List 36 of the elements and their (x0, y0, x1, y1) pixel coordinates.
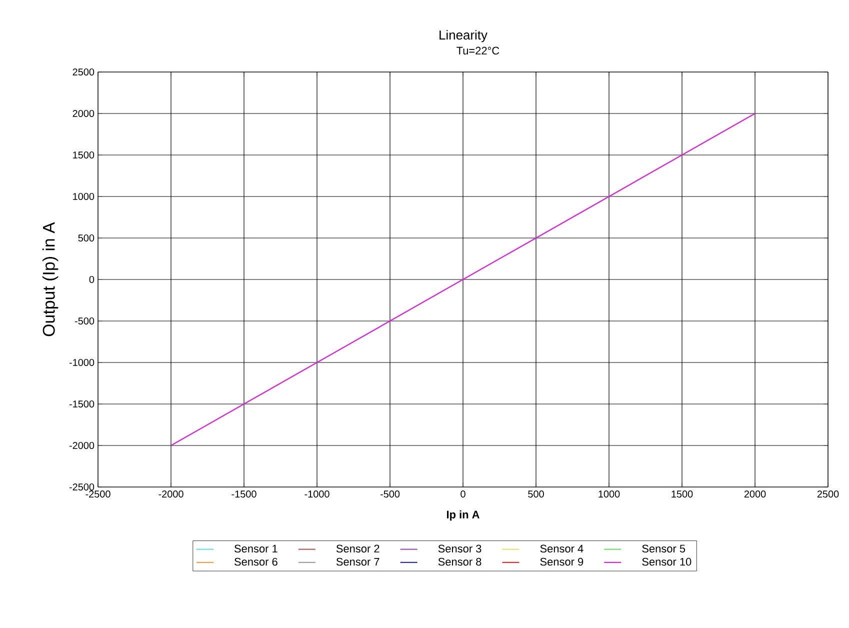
y-tick-label: -500 (74, 317, 94, 325)
chart-subtitle: Tu=22°C (456, 46, 500, 55)
y-tick-label: -2500 (69, 483, 94, 491)
y-tick-label: 2000 (72, 110, 94, 118)
y-tick-label: 1000 (73, 192, 94, 200)
x-tick-label: 1500 (672, 490, 693, 498)
legend-label: Sensor 4 (540, 544, 584, 553)
legend-label: Sensor 6 (234, 558, 278, 566)
x-tick-label: 2500 (817, 490, 839, 498)
y-tick-label: -2000 (69, 442, 94, 450)
legend-label: Sensor 7 (336, 558, 380, 566)
y-tick-label: -1500 (69, 400, 94, 408)
legend-label: Sensor 9 (540, 558, 584, 566)
y-tick-label: 2500 (72, 68, 94, 76)
legend-label: Sensor 1 (234, 544, 278, 553)
x-tick-label: 500 (528, 490, 544, 498)
legend-label: Sensor 2 (336, 544, 380, 553)
x-tick-label: -2500 (86, 490, 110, 498)
x-tick-label: 1000 (598, 490, 620, 498)
legend-label: Sensor 10 (642, 558, 692, 566)
x-tick-label: 2000 (744, 490, 766, 498)
y-tick-label: -1000 (69, 358, 94, 366)
x-tick-label: -2000 (158, 490, 184, 498)
y-tick-label: 0 (89, 276, 94, 284)
legend-label: Sensor 5 (642, 544, 686, 553)
x-tick-label: -500 (380, 490, 400, 498)
legend-label: Sensor 3 (438, 544, 482, 553)
y-tick-label: 500 (78, 234, 94, 242)
x-tick-label: -1500 (232, 490, 256, 498)
x-tick-label: -1000 (304, 490, 330, 498)
x-axis-title: Ip in A (446, 510, 480, 521)
chart-title: Linearity (440, 30, 488, 42)
y-tick-label: 1500 (73, 151, 94, 159)
x-tick-label: 0 (460, 490, 466, 498)
legend-label: Sensor 8 (438, 558, 482, 566)
y-axis-title: Output (Ip) in A (42, 222, 58, 336)
